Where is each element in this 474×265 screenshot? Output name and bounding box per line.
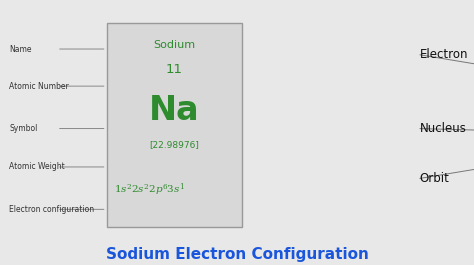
- Text: Atomic Number: Atomic Number: [9, 82, 69, 91]
- Text: Sodium: Sodium: [153, 40, 195, 50]
- FancyBboxPatch shape: [107, 23, 242, 227]
- Text: Nucleus: Nucleus: [419, 122, 466, 135]
- Text: Orbit: Orbit: [419, 172, 449, 185]
- Text: Sodium Electron Configuration: Sodium Electron Configuration: [106, 247, 368, 262]
- Text: Atomic Weight: Atomic Weight: [9, 162, 65, 171]
- Text: Na: Na: [149, 94, 200, 127]
- Text: 11: 11: [166, 63, 182, 76]
- Text: [22.98976]: [22.98976]: [149, 140, 199, 149]
- Text: Symbol: Symbol: [9, 124, 38, 133]
- Text: $1s^{2}2s^{2}2p^{6}3s^{1}$: $1s^{2}2s^{2}2p^{6}3s^{1}$: [114, 182, 185, 198]
- Text: Electron: Electron: [419, 48, 468, 61]
- Text: Name: Name: [9, 45, 32, 54]
- Text: Electron configuration: Electron configuration: [9, 205, 95, 214]
